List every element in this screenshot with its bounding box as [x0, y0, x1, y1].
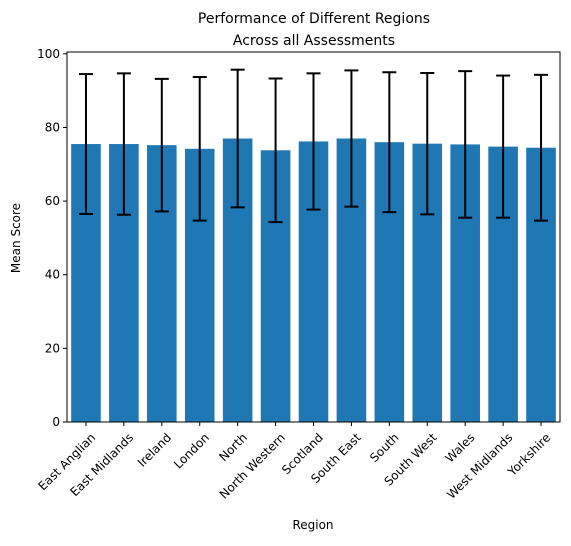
x-axis-label: Region: [292, 518, 333, 532]
error-bar-scotland: [306, 72, 321, 211]
error-bar-south-west: [420, 71, 435, 216]
x-tick-label-west-midlands: West Midlands: [444, 430, 515, 501]
error-bar-north-western: [268, 77, 283, 224]
y-axis-label: Mean Score: [9, 203, 23, 273]
x-tick-label-london: London: [171, 430, 212, 471]
error-bar-ireland: [154, 77, 169, 213]
chart-title-line-1: Performance of Different Regions: [198, 11, 430, 27]
y-tick-label: 60: [45, 194, 60, 208]
y-tick-label: 20: [45, 341, 60, 355]
y-ticks-group: 0 20 40 60 80 100: [37, 47, 67, 429]
x-tick-label-wales: Wales: [443, 430, 478, 465]
error-bar-north: [230, 68, 245, 209]
error-bar-south-east: [344, 69, 359, 208]
bars-group: [71, 138, 556, 423]
y-tick-label: 80: [45, 120, 60, 134]
error-bar-yorkshire: [534, 73, 549, 222]
chart-title-line-2: Across all Assessments: [233, 33, 395, 49]
x-tick-label-ireland: Ireland: [135, 430, 174, 469]
error-bar-east-midlands: [116, 72, 131, 216]
error-bar-london: [192, 76, 207, 222]
y-tick-label: 40: [45, 268, 60, 282]
error-bar-west-midlands: [496, 74, 511, 219]
error-bar-wales: [458, 70, 473, 219]
x-tick-label-north: North: [216, 430, 250, 464]
x-tick-label-north-western: North Western: [217, 430, 288, 501]
chart-title: Performance of Different Regions Across …: [198, 11, 430, 49]
error-bars-group: [78, 68, 549, 224]
y-tick-label: 0: [52, 415, 60, 429]
x-tick-label-south: South: [367, 430, 402, 465]
error-bar-east-anglian: [78, 73, 93, 215]
error-bar-south: [382, 71, 397, 214]
y-tick-label: 100: [37, 47, 60, 61]
